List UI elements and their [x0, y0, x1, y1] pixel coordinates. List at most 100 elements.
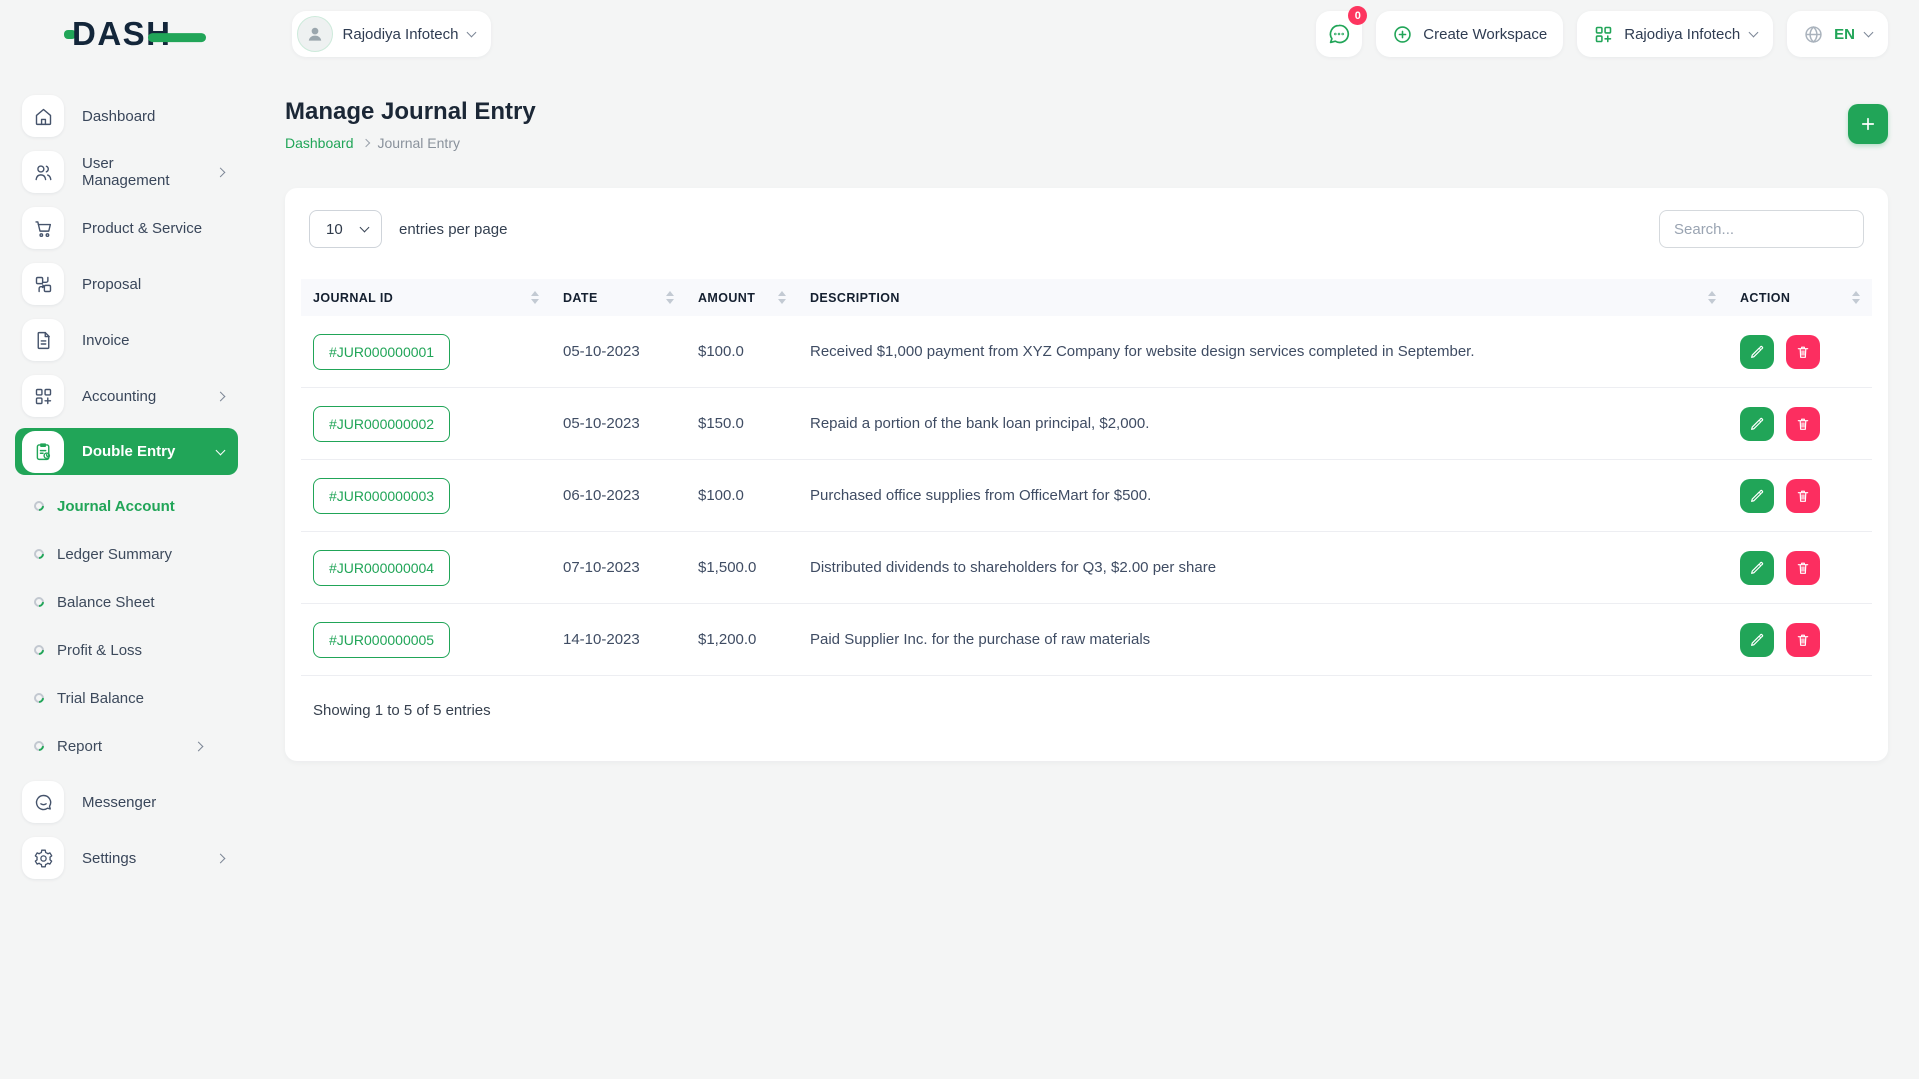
sidebar-item-user-management[interactable]: User Management	[22, 144, 238, 200]
table-row: #JUR000000004 07-10-2023 $1,500.0 Distri…	[301, 532, 1872, 604]
pencil-icon	[1751, 345, 1764, 358]
sidebar-item-messenger[interactable]: Messenger	[22, 774, 238, 830]
submenu-item-journal-account[interactable]: Journal Account	[22, 482, 238, 530]
chat-bubble-icon	[1329, 24, 1350, 44]
chevron-down-icon	[215, 445, 226, 455]
header-date[interactable]: DATE	[551, 291, 686, 305]
chevron-right-icon	[215, 853, 226, 863]
sidebar-item-proposal[interactable]: Proposal	[22, 256, 238, 312]
edit-button[interactable]	[1740, 622, 1774, 657]
workspace-name: Rajodiya Infotech	[1624, 25, 1741, 43]
messages-button[interactable]: 0	[1316, 6, 1368, 57]
sidebar-item-accounting[interactable]: Accounting	[22, 368, 238, 424]
profile-name: Rajodiya Infotech	[342, 25, 459, 43]
breadcrumb-dashboard-link[interactable]: Dashboard	[285, 135, 354, 151]
cell-date: 05-10-2023	[563, 343, 640, 360]
journal-id-badge[interactable]: #JUR000000004	[313, 549, 451, 586]
cell-description: Distributed dividends to shareholders fo…	[810, 559, 1217, 576]
cell-description: Paid Supplier Inc. for the purchase of r…	[810, 631, 1151, 648]
delete-button[interactable]	[1786, 478, 1820, 513]
topbar: DASH Rajodiya Infotech 0 Create Workspac…	[0, 0, 1919, 68]
journal-id-badge[interactable]: #JUR000000005	[313, 621, 451, 658]
sidebar-item-dashboard[interactable]: Dashboard	[22, 88, 238, 144]
clipboard-clock-icon	[22, 430, 64, 473]
add-journal-entry-button[interactable]	[1848, 104, 1888, 144]
create-workspace-button[interactable]: Create Workspace	[1376, 11, 1564, 57]
journal-table: JOURNAL ID DATE AMOUNT DESCRIPTION	[301, 279, 1872, 676]
chevron-down-icon	[1748, 27, 1759, 38]
entries-per-page-select[interactable]: 10	[309, 210, 382, 248]
entries-per-page-label: entries per page	[399, 220, 508, 238]
cell-date: 14-10-2023	[563, 631, 640, 648]
chevron-right-icon	[215, 167, 226, 177]
language-selector[interactable]: EN	[1787, 11, 1888, 57]
pencil-icon	[1751, 561, 1764, 574]
search-input[interactable]	[1659, 210, 1864, 248]
header-description[interactable]: DESCRIPTION	[798, 291, 1728, 305]
avatar	[296, 16, 333, 52]
cell-amount: $150.0	[698, 415, 744, 432]
cell-description: Received $1,000 payment from XYZ Company…	[810, 343, 1475, 360]
cell-date: 05-10-2023	[563, 415, 640, 432]
person-icon	[308, 27, 321, 41]
cell-amount: $1,500.0	[698, 559, 757, 576]
language-value: EN	[1834, 25, 1855, 43]
pencil-icon	[1751, 489, 1764, 502]
bullet-icon	[31, 498, 47, 514]
sidebar: Dashboard User Management Product & Serv…	[0, 68, 260, 886]
logo-dash-icon	[147, 33, 206, 43]
messenger-icon	[22, 781, 64, 823]
table-row: #JUR000000001 05-10-2023 $100.0 Received…	[301, 316, 1872, 388]
journal-id-badge[interactable]: #JUR000000003	[313, 477, 451, 514]
bullet-icon	[31, 594, 47, 610]
delete-button[interactable]	[1786, 334, 1820, 369]
sidebar-item-double-entry[interactable]: Double Entry	[15, 428, 238, 475]
home-icon	[22, 95, 64, 137]
submenu-item-report[interactable]: Report	[22, 722, 238, 770]
journal-table-card: 10 entries per page JOURNAL ID DATE	[285, 188, 1888, 761]
submenu-item-ledger-summary[interactable]: Ledger Summary	[22, 530, 238, 578]
create-workspace-label: Create Workspace	[1423, 25, 1548, 43]
double-entry-submenu: Journal Account Ledger Summary Balance S…	[22, 480, 238, 774]
header-amount[interactable]: AMOUNT	[686, 291, 798, 305]
journal-id-badge[interactable]: #JUR000000002	[313, 405, 451, 442]
messages-count-badge: 0	[1348, 6, 1368, 25]
sidebar-item-product-service[interactable]: Product & Service	[22, 200, 238, 256]
chevron-down-icon	[1863, 27, 1874, 38]
bullet-icon	[31, 738, 47, 754]
chevron-down-icon	[466, 27, 477, 38]
sort-icon	[1708, 291, 1716, 304]
submenu-item-trial-balance[interactable]: Trial Balance	[22, 674, 238, 722]
sidebar-item-invoice[interactable]: Invoice	[22, 312, 238, 368]
cell-amount: $100.0	[698, 487, 744, 504]
delete-button[interactable]	[1786, 550, 1820, 585]
table-body: #JUR000000001 05-10-2023 $100.0 Received…	[301, 316, 1872, 676]
submenu-item-profit-loss[interactable]: Profit & Loss	[22, 626, 238, 674]
edit-button[interactable]	[1740, 478, 1774, 513]
header-action[interactable]: ACTION	[1728, 291, 1872, 305]
edit-button[interactable]	[1740, 334, 1774, 369]
header-journal-id[interactable]: JOURNAL ID	[301, 291, 551, 305]
edit-button[interactable]	[1740, 406, 1774, 441]
globe-icon	[1805, 25, 1822, 43]
cell-amount: $100.0	[698, 343, 744, 360]
grid-plus-icon	[1595, 26, 1612, 42]
grid-plus-icon	[22, 375, 64, 417]
delete-button[interactable]	[1786, 406, 1820, 441]
app-logo[interactable]: DASH	[64, 15, 206, 53]
trash-icon	[1797, 418, 1809, 430]
journal-id-badge[interactable]: #JUR000000001	[313, 333, 451, 370]
chevron-right-icon	[193, 741, 204, 751]
workspace-switcher[interactable]: Rajodiya Infotech	[1577, 11, 1774, 57]
edit-button[interactable]	[1740, 550, 1774, 585]
document-icon	[22, 319, 64, 361]
table-row: #JUR000000002 05-10-2023 $150.0 Repaid a…	[301, 388, 1872, 460]
profile-menu[interactable]: Rajodiya Infotech	[291, 11, 492, 57]
cell-description: Purchased office supplies from OfficeMar…	[810, 487, 1152, 504]
logo-dot-icon	[64, 29, 76, 39]
sort-icon	[531, 291, 539, 304]
delete-button[interactable]	[1786, 622, 1820, 657]
sidebar-item-settings[interactable]: Settings	[22, 830, 238, 886]
sort-icon	[1852, 291, 1860, 304]
submenu-item-balance-sheet[interactable]: Balance Sheet	[22, 578, 238, 626]
